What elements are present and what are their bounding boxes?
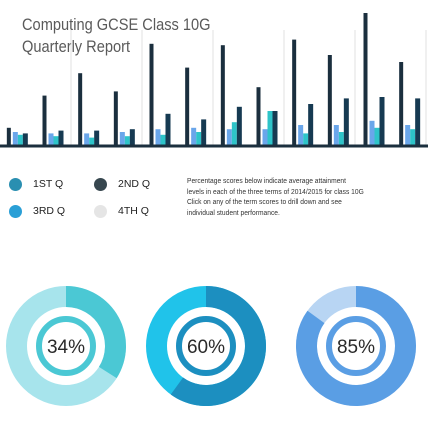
bar-7-s3[interactable] (231, 122, 237, 146)
donut-1-label: 34% (47, 337, 85, 358)
bar-10-s2[interactable] (333, 125, 339, 146)
description-text: Percentage scores below indicate average… (187, 176, 416, 218)
description-line-1: Percentage scores below indicate average… (187, 176, 346, 185)
bar-2-s3[interactable] (53, 136, 59, 146)
bar-6-s3[interactable] (196, 132, 202, 146)
donut-3-value-arc[interactable] (296, 286, 417, 407)
bar-1-s2[interactable] (12, 132, 18, 146)
description-line-3: Click on any of the term scores to drill… (187, 197, 342, 207)
bar-2-s4[interactable] (58, 130, 64, 146)
bar-6-s2[interactable] (191, 127, 197, 146)
bar-3-s3[interactable] (89, 137, 95, 146)
bar-12-s4[interactable] (415, 98, 421, 146)
legend-dot-1st-q (9, 177, 22, 191)
bars-layer (6, 13, 421, 147)
legend-item-3rd-q[interactable]: 3RD Q (9, 203, 65, 219)
bar-3-s2[interactable] (84, 133, 90, 146)
bar-5-s1[interactable] (149, 43, 154, 146)
bar-10-s3[interactable] (338, 132, 344, 146)
bar-group-1[interactable] (6, 127, 28, 146)
bar-3-s4[interactable] (94, 130, 100, 146)
bar-8-s4[interactable] (272, 111, 278, 146)
bar-5-s4[interactable] (165, 113, 171, 146)
bar-11-s3[interactable] (374, 127, 380, 146)
legend-dot-4th-q (94, 204, 107, 218)
donut-1-center[interactable] (36, 316, 96, 376)
bar-8-s3[interactable] (267, 111, 273, 146)
bar-group-5[interactable] (149, 43, 171, 146)
bar-group-10[interactable] (327, 55, 349, 146)
bar-11-s1[interactable] (363, 13, 368, 146)
legend-item-4th-q[interactable]: 4TH Q (94, 203, 149, 219)
bar-6-s4[interactable] (201, 119, 207, 146)
donut-2-label: 60% (187, 337, 225, 358)
bar-9-s3[interactable] (303, 133, 309, 146)
bar-group-8[interactable] (256, 87, 278, 146)
bar-4-s1[interactable] (113, 91, 118, 146)
bar-8-s1[interactable] (256, 87, 261, 146)
donut-3[interactable]: 85% (296, 286, 417, 407)
bar-group-3[interactable] (78, 73, 100, 146)
donut-3-label: 85% (337, 337, 375, 358)
bar-4-s2[interactable] (119, 132, 125, 146)
legend-label-3rd-q: 3RD Q (33, 205, 66, 217)
title-line-2: Quarterly Report (22, 37, 131, 56)
bar-chart (0, 13, 428, 148)
bar-12-s3[interactable] (410, 129, 416, 146)
legend-item-2nd-q[interactable]: 2ND Q (94, 176, 150, 192)
legend-label-1st-q: 1ST Q (33, 178, 64, 190)
description-line-4: individual student performance. (187, 207, 280, 217)
bar-9-s2[interactable] (298, 125, 304, 146)
description-line-2: levels in each of the three terms of 201… (187, 186, 364, 196)
bar-5-s3[interactable] (160, 134, 166, 146)
bar-9-s4[interactable] (308, 104, 314, 146)
donut-2-center[interactable] (176, 316, 236, 376)
bar-4-s3[interactable] (124, 136, 130, 146)
donut-2-value-arc[interactable] (170, 286, 266, 406)
bar-group-6[interactable] (185, 67, 207, 146)
donut-3-center[interactable] (326, 316, 386, 376)
bar-12-s1[interactable] (399, 62, 404, 146)
bar-6-s1[interactable] (185, 67, 190, 146)
bar-group-12[interactable] (399, 62, 421, 146)
bar-11-s2[interactable] (369, 120, 375, 146)
legend-dot-2nd-q (94, 177, 107, 191)
bar-10-s1[interactable] (327, 55, 332, 146)
bar-1-s3[interactable] (17, 134, 23, 146)
bar-group-7[interactable] (220, 45, 242, 147)
bar-2-s2[interactable] (48, 133, 54, 146)
bar-group-9[interactable] (292, 39, 314, 146)
bar-5-s2[interactable] (155, 129, 161, 146)
bar-9-s1[interactable] (292, 39, 297, 146)
legend-dot-3rd-q (9, 204, 22, 218)
bar-10-s4[interactable] (343, 98, 349, 146)
legend-label-2nd-q: 2ND Q (118, 178, 151, 190)
donut-1-value-arc[interactable] (66, 286, 126, 379)
bar-group-11[interactable] (363, 13, 385, 146)
bar-11-s4[interactable] (379, 97, 385, 146)
bar-2-s1[interactable] (42, 95, 47, 146)
bar-1-s4[interactable] (22, 133, 28, 146)
chart-title: Computing GCSE Class 10G Quarterly Repor… (22, 14, 211, 58)
bar-12-s2[interactable] (405, 125, 411, 146)
donut-2[interactable]: 60% (146, 286, 267, 406)
title-line-1: Computing GCSE Class 10G (22, 15, 211, 34)
bar-8-s2[interactable] (262, 129, 268, 146)
donut-1[interactable]: 34% (6, 286, 126, 406)
grid-layer (70, 30, 427, 146)
bar-3-s1[interactable] (78, 73, 83, 146)
bar-7-s2[interactable] (226, 129, 232, 146)
legend-item-1st-q[interactable]: 1ST Q (9, 176, 63, 192)
bar-1-s1[interactable] (6, 127, 11, 146)
bar-group-4[interactable] (113, 91, 135, 146)
bar-group-2[interactable] (42, 95, 64, 146)
legend-label-4th-q: 4TH Q (118, 205, 149, 217)
bar-4-s4[interactable] (129, 129, 135, 146)
bar-7-s4[interactable] (236, 106, 242, 146)
bar-7-s1[interactable] (220, 45, 225, 147)
